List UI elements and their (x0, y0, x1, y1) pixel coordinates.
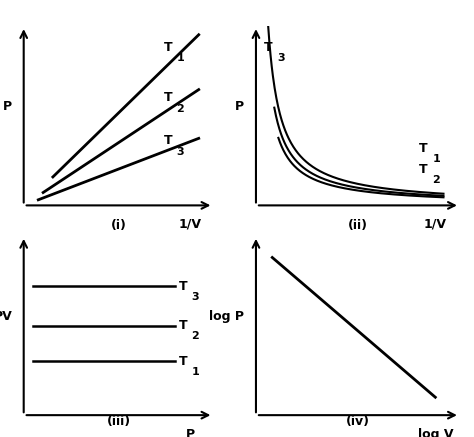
Text: T: T (179, 319, 188, 332)
Text: P: P (186, 428, 195, 437)
Text: T: T (179, 355, 188, 368)
Text: log V: log V (418, 428, 453, 437)
Text: T: T (164, 91, 173, 104)
Text: (iv): (iv) (346, 415, 370, 428)
Text: (i): (i) (110, 218, 127, 232)
Text: 1: 1 (176, 53, 184, 63)
Text: 3: 3 (277, 53, 285, 63)
Text: 1/V: 1/V (424, 218, 447, 231)
Text: 2: 2 (432, 175, 440, 185)
Text: (ii): (ii) (348, 218, 368, 232)
Text: 1: 1 (432, 154, 440, 164)
Text: 3: 3 (191, 292, 199, 302)
Text: (iii): (iii) (107, 415, 130, 428)
Text: T: T (264, 41, 273, 54)
Text: T: T (419, 163, 428, 176)
Text: 2: 2 (191, 331, 199, 341)
Text: T: T (164, 135, 173, 147)
Text: 2: 2 (176, 104, 184, 114)
Text: 1: 1 (191, 367, 199, 377)
Text: P: P (235, 101, 244, 113)
Text: T: T (419, 142, 428, 155)
Text: log P: log P (209, 310, 244, 323)
Text: PV: PV (0, 310, 12, 323)
Text: T: T (164, 41, 173, 54)
Text: 3: 3 (176, 147, 184, 156)
Text: 1/V: 1/V (179, 218, 202, 231)
Text: P: P (3, 101, 12, 113)
Text: T: T (179, 280, 188, 293)
